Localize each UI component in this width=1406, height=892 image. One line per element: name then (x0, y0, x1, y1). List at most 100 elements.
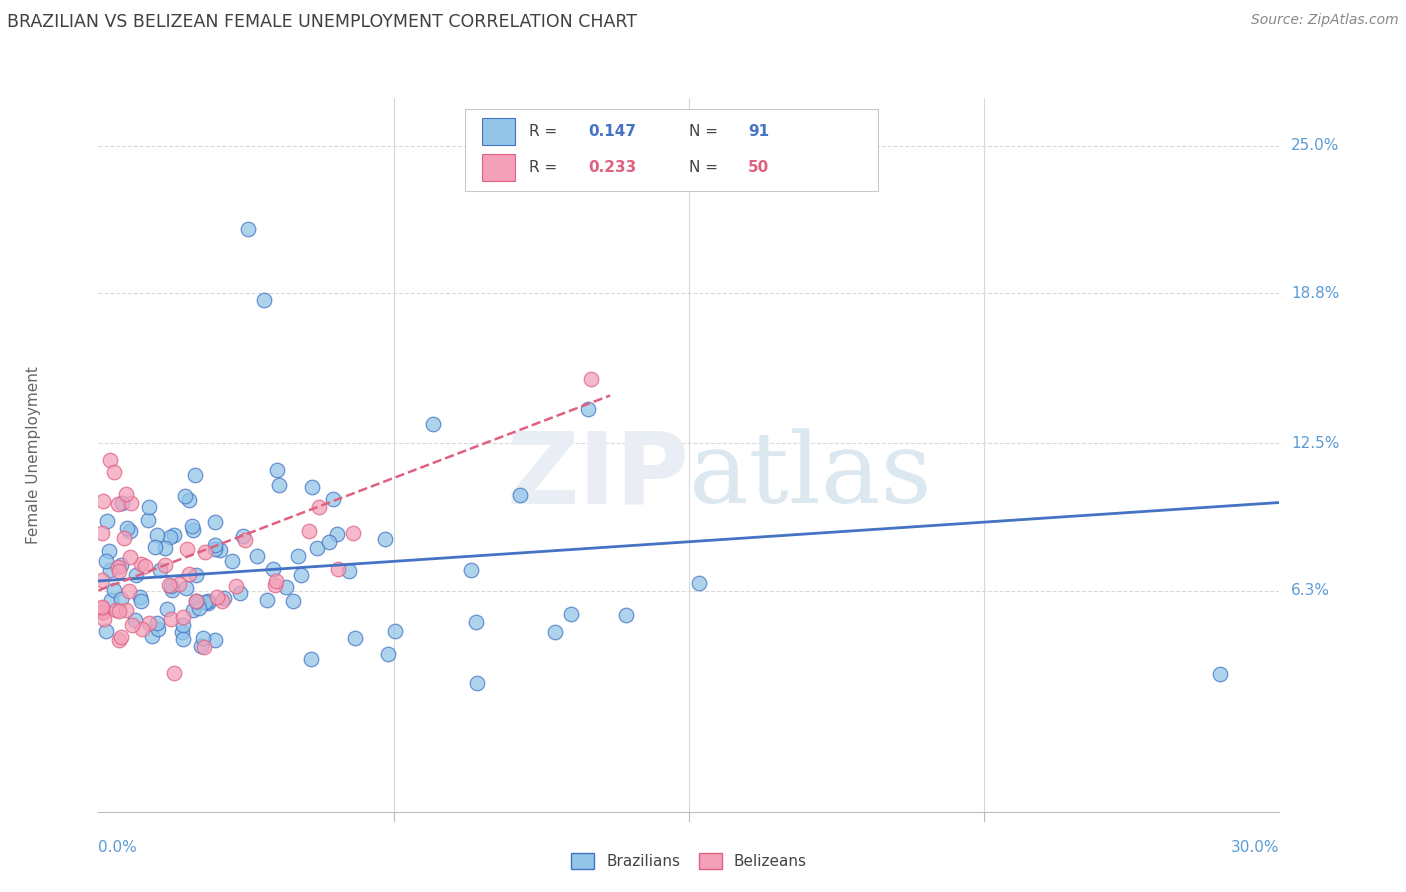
Bar (482, 153, 516, 181)
Text: Source: ZipAtlas.com: Source: ZipAtlas.com (1251, 13, 1399, 28)
Point (129, 594, 152, 608)
Point (509, 488, 531, 502)
Point (544, 625, 567, 640)
Point (460, 563, 482, 577)
Point (134, 559, 156, 574)
Point (179, 566, 201, 581)
Point (287, 549, 309, 564)
Point (193, 640, 215, 655)
Text: BRAZILIAN VS BELIZEAN FEMALE UNEMPLOYMENT CORRELATION CHART: BRAZILIAN VS BELIZEAN FEMALE UNEMPLOYMEN… (7, 13, 637, 31)
Point (322, 492, 344, 507)
Point (318, 534, 340, 549)
Point (1209, 666, 1232, 681)
Point (110, 630, 132, 644)
Point (167, 577, 190, 591)
Point (211, 594, 233, 608)
Point (326, 562, 349, 576)
Point (138, 615, 160, 630)
Point (193, 631, 215, 645)
Point (98, 452, 121, 467)
Point (305, 541, 328, 555)
Point (91, 493, 114, 508)
Point (107, 496, 129, 510)
Point (108, 564, 131, 578)
Point (159, 530, 181, 544)
Point (181, 603, 204, 617)
Point (343, 631, 366, 645)
Point (160, 579, 183, 593)
Point (93, 612, 115, 626)
Point (204, 538, 226, 552)
Point (205, 591, 228, 605)
Point (149, 563, 172, 577)
Point (274, 580, 297, 594)
Point (188, 601, 211, 615)
Point (298, 524, 321, 539)
Point (232, 529, 254, 543)
Text: 91: 91 (748, 124, 769, 139)
Point (233, 533, 256, 547)
Point (110, 558, 132, 573)
Point (107, 604, 129, 618)
Point (124, 613, 146, 627)
Point (98, 543, 121, 558)
Point (172, 632, 194, 646)
Point (91, 525, 114, 540)
Text: ZIP: ZIP (506, 428, 689, 524)
Point (176, 541, 198, 556)
Point (174, 581, 197, 595)
Text: 50: 50 (748, 160, 769, 175)
Point (118, 584, 141, 599)
Point (374, 532, 396, 546)
Text: 30.0%: 30.0% (1232, 840, 1279, 855)
Point (115, 521, 138, 535)
Point (204, 541, 226, 556)
Text: R =: R = (530, 160, 562, 175)
Point (136, 513, 159, 527)
Point (163, 528, 186, 542)
Point (186, 567, 208, 582)
Point (110, 496, 132, 510)
Point (121, 617, 143, 632)
Point (181, 518, 204, 533)
Point (91, 600, 114, 615)
Point (145, 616, 167, 631)
Text: R =: R = (530, 124, 562, 139)
Point (221, 554, 243, 568)
Point (269, 477, 291, 491)
Point (118, 524, 141, 538)
Point (194, 595, 217, 609)
Point (153, 541, 176, 555)
Point (173, 489, 195, 503)
Point (103, 583, 125, 598)
Point (326, 526, 349, 541)
Point (121, 496, 143, 510)
Point (125, 568, 148, 582)
Point (128, 590, 150, 604)
Point (236, 222, 259, 236)
Point (172, 618, 194, 632)
Point (301, 480, 323, 494)
Point (184, 468, 207, 483)
Point (384, 624, 406, 638)
Point (183, 523, 205, 537)
Point (212, 591, 235, 605)
Point (560, 607, 582, 621)
Point (253, 293, 276, 308)
Point (614, 608, 637, 623)
Point (160, 583, 183, 598)
Point (308, 500, 330, 514)
Point (229, 586, 252, 600)
Point (187, 595, 209, 609)
Text: 25.0%: 25.0% (1291, 138, 1340, 153)
Point (103, 465, 125, 479)
Point (96, 514, 118, 528)
Text: 18.8%: 18.8% (1291, 285, 1340, 301)
Point (96, 624, 118, 638)
Point (179, 493, 201, 508)
Point (204, 515, 226, 529)
Point (172, 624, 194, 639)
Point (342, 526, 364, 541)
Point (465, 615, 488, 629)
Point (197, 596, 219, 610)
